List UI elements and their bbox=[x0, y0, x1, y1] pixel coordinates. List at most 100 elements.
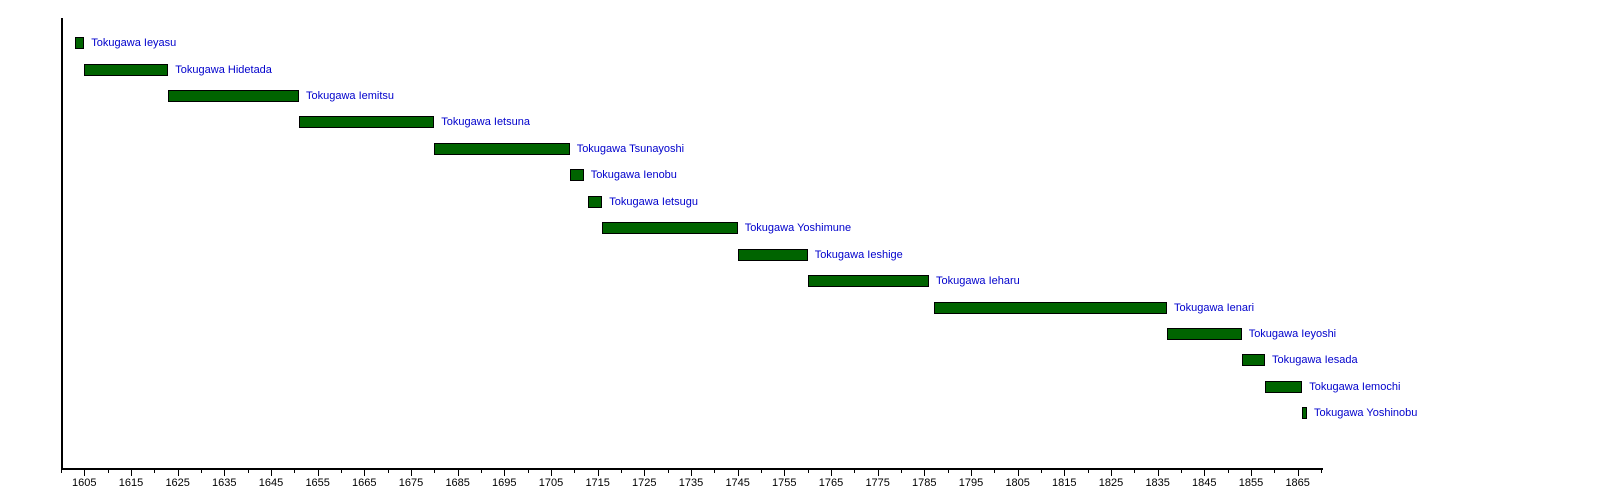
x-axis-minor-tick bbox=[947, 470, 949, 473]
x-axis-tick-label: 1705 bbox=[538, 477, 564, 489]
x-axis-line bbox=[61, 468, 1323, 470]
x-axis-tick-label: 1605 bbox=[72, 477, 97, 489]
x-axis-major-tick bbox=[317, 470, 319, 476]
x-axis-minor-tick bbox=[574, 470, 576, 473]
bar-label: Tokugawa Ietsugu bbox=[609, 195, 698, 208]
x-axis-tick-label: 1855 bbox=[1238, 477, 1264, 489]
x-axis-tick-label: 1655 bbox=[305, 477, 330, 489]
x-axis-major-tick bbox=[597, 470, 599, 476]
x-axis-minor-tick bbox=[667, 470, 669, 473]
x-axis-tick-label: 1845 bbox=[1192, 477, 1217, 489]
gantt-bar bbox=[1167, 327, 1242, 340]
x-axis-minor-tick bbox=[807, 470, 809, 473]
x-axis-tick-label: 1745 bbox=[725, 477, 750, 489]
bar-label: Tokugawa Ietsuna bbox=[441, 116, 530, 129]
x-axis-tick-label: 1695 bbox=[492, 477, 517, 489]
bar-label: Tokugawa Ieharu bbox=[936, 275, 1020, 287]
x-axis-tick-label: 1865 bbox=[1285, 477, 1310, 489]
x-axis-major-tick bbox=[1111, 470, 1112, 476]
x-axis-major-tick bbox=[831, 470, 832, 476]
x-axis-major-tick bbox=[411, 470, 412, 476]
bar-label: Tokugawa Ieyasu bbox=[91, 37, 177, 49]
bar-label: Tokugawa Iemitsu bbox=[306, 89, 395, 102]
x-axis-minor-tick bbox=[387, 470, 389, 473]
x-axis-minor-tick bbox=[714, 470, 716, 473]
x-axis-major-tick bbox=[364, 470, 366, 476]
x-axis-tick-label: 1675 bbox=[398, 477, 424, 489]
x-axis-tick-label: 1625 bbox=[165, 477, 190, 489]
y-axis-line bbox=[61, 18, 63, 470]
gantt-bar bbox=[1265, 380, 1303, 393]
x-axis-tick-label: 1615 bbox=[118, 477, 144, 489]
x-axis-tick-label: 1685 bbox=[445, 477, 470, 489]
x-axis-minor-tick bbox=[61, 470, 62, 473]
bar-label: Tokugawa Ieshige bbox=[814, 248, 903, 261]
x-axis-major-tick bbox=[644, 470, 646, 476]
gantt-bar bbox=[807, 275, 929, 287]
gantt-bar bbox=[602, 222, 738, 235]
gantt-bar bbox=[84, 63, 169, 76]
x-axis-tick-label: 1815 bbox=[1052, 477, 1077, 489]
x-axis-tick-label: 1775 bbox=[865, 477, 890, 489]
x-axis-minor-tick bbox=[201, 470, 202, 473]
x-axis-major-tick bbox=[971, 470, 972, 476]
x-axis-minor-tick bbox=[1087, 470, 1089, 473]
x-axis-minor-tick bbox=[1321, 470, 1322, 473]
x-axis-minor-tick bbox=[1181, 470, 1182, 473]
x-axis-tick-label: 1665 bbox=[352, 477, 377, 489]
x-axis-minor-tick bbox=[854, 470, 856, 473]
x-axis-major-tick bbox=[737, 470, 739, 476]
bar-label: Tokugawa Ienobu bbox=[590, 169, 677, 182]
x-axis-major-tick bbox=[224, 470, 226, 476]
x-axis-major-tick bbox=[877, 470, 879, 476]
x-axis-tick-label: 1825 bbox=[1098, 477, 1124, 489]
x-axis-minor-tick bbox=[247, 470, 249, 473]
bar-label: Tokugawa Ieyoshi bbox=[1248, 327, 1337, 340]
gantt-bar bbox=[434, 142, 570, 155]
x-axis-tick-label: 1715 bbox=[585, 477, 610, 489]
x-axis-tick-label: 1785 bbox=[912, 477, 937, 489]
x-axis-minor-tick bbox=[107, 470, 109, 473]
x-axis-minor-tick bbox=[994, 470, 996, 473]
x-axis-tick-label: 1795 bbox=[958, 477, 984, 489]
gantt-bar bbox=[1241, 354, 1265, 367]
gantt-bar bbox=[1302, 407, 1307, 420]
bar-label: Tokugawa Yoshinobu bbox=[1314, 407, 1418, 420]
x-axis-minor-tick bbox=[621, 470, 622, 473]
x-axis-minor-tick bbox=[434, 470, 436, 473]
x-axis-minor-tick bbox=[1134, 470, 1136, 473]
x-axis-minor-tick bbox=[1227, 470, 1229, 473]
x-axis-minor-tick bbox=[1274, 470, 1276, 473]
x-axis-major-tick bbox=[457, 470, 459, 476]
x-axis-major-tick bbox=[1064, 470, 1066, 476]
bar-label: Tokugawa Hidetada bbox=[175, 63, 272, 76]
x-axis-major-tick bbox=[1157, 470, 1159, 476]
x-axis-minor-tick bbox=[901, 470, 902, 473]
x-axis-minor-tick bbox=[341, 470, 342, 473]
x-axis-minor-tick bbox=[527, 470, 529, 473]
bar-label: Tokugawa Iesada bbox=[1272, 354, 1358, 367]
x-axis-tick-label: 1735 bbox=[678, 477, 704, 489]
x-axis-major-tick bbox=[177, 470, 179, 476]
gantt-bar bbox=[737, 248, 808, 261]
x-axis-tick-label: 1755 bbox=[772, 477, 797, 489]
x-axis-major-tick bbox=[1017, 470, 1019, 476]
x-axis-major-tick bbox=[924, 470, 926, 476]
x-axis-major-tick bbox=[84, 470, 86, 476]
x-axis-minor-tick bbox=[1041, 470, 1042, 473]
x-axis-tick-label: 1725 bbox=[632, 477, 657, 489]
x-axis-major-tick bbox=[1297, 470, 1299, 476]
x-axis-tick-label: 1635 bbox=[212, 477, 237, 489]
x-axis-tick-label: 1765 bbox=[818, 477, 844, 489]
x-axis-tick-label: 1645 bbox=[258, 477, 284, 489]
bar-label: Tokugawa Yoshimune bbox=[744, 222, 852, 235]
gantt-bar bbox=[588, 195, 603, 208]
x-axis-major-tick bbox=[784, 470, 786, 476]
bar-label: Tokugawa Ienari bbox=[1174, 301, 1255, 314]
x-axis-major-tick bbox=[271, 470, 272, 476]
bar-label: Tokugawa Tsunayoshi bbox=[576, 142, 685, 155]
x-axis-minor-tick bbox=[294, 470, 296, 473]
gantt-bar bbox=[168, 89, 299, 102]
gantt-bar bbox=[299, 116, 435, 129]
